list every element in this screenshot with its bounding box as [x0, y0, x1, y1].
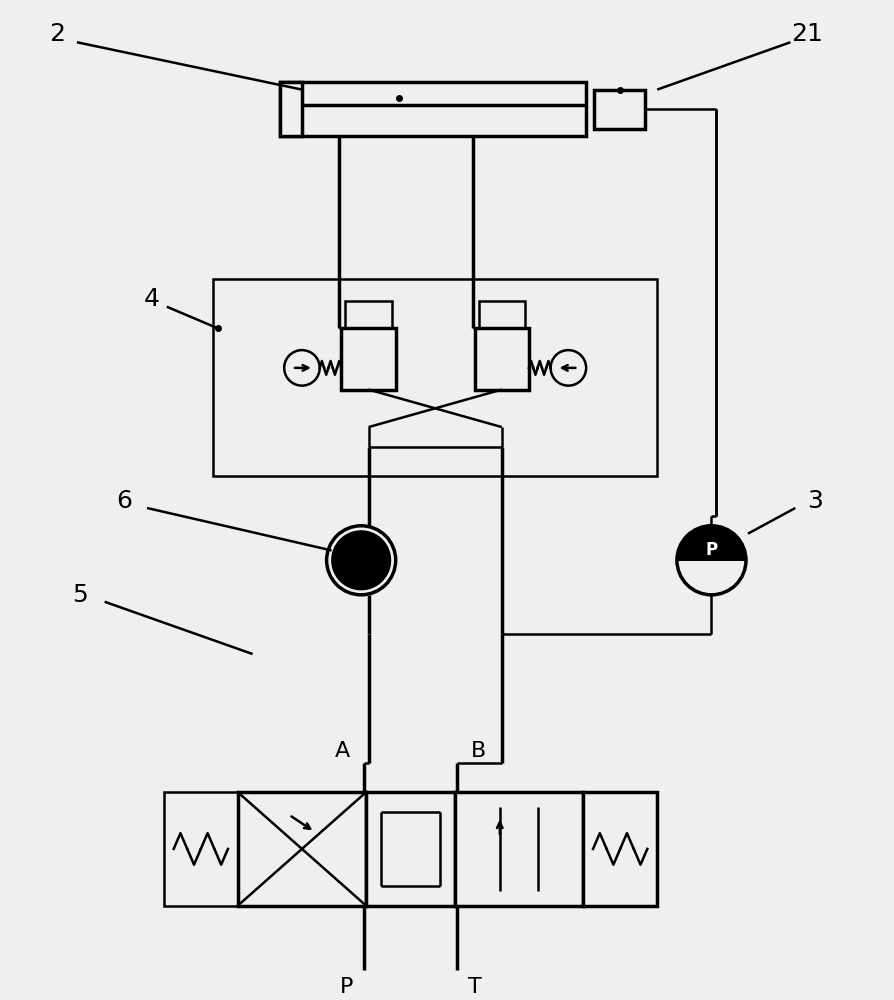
Bar: [345, 301, 392, 328]
Bar: [583, 792, 656, 906]
Bar: [164, 792, 238, 906]
Bar: [280, 82, 586, 136]
Text: 2: 2: [49, 22, 65, 46]
Text: A: A: [334, 741, 350, 761]
Text: T: T: [468, 977, 481, 997]
Text: 21: 21: [790, 22, 822, 46]
Bar: [280, 82, 301, 136]
Bar: [474, 328, 528, 390]
Text: B: B: [470, 741, 485, 761]
Bar: [594, 90, 645, 129]
Text: P: P: [704, 541, 717, 559]
Bar: [213, 279, 656, 476]
Bar: [366, 792, 454, 906]
Text: 3: 3: [806, 489, 822, 513]
Text: 5: 5: [72, 583, 88, 607]
Bar: [454, 792, 583, 906]
Bar: [238, 792, 366, 906]
Polygon shape: [361, 531, 390, 590]
Text: 6: 6: [116, 489, 132, 513]
Text: P: P: [340, 977, 352, 997]
Bar: [341, 328, 395, 390]
Text: 4: 4: [144, 287, 160, 311]
Polygon shape: [676, 526, 746, 560]
Bar: [478, 301, 525, 328]
Polygon shape: [332, 531, 361, 590]
